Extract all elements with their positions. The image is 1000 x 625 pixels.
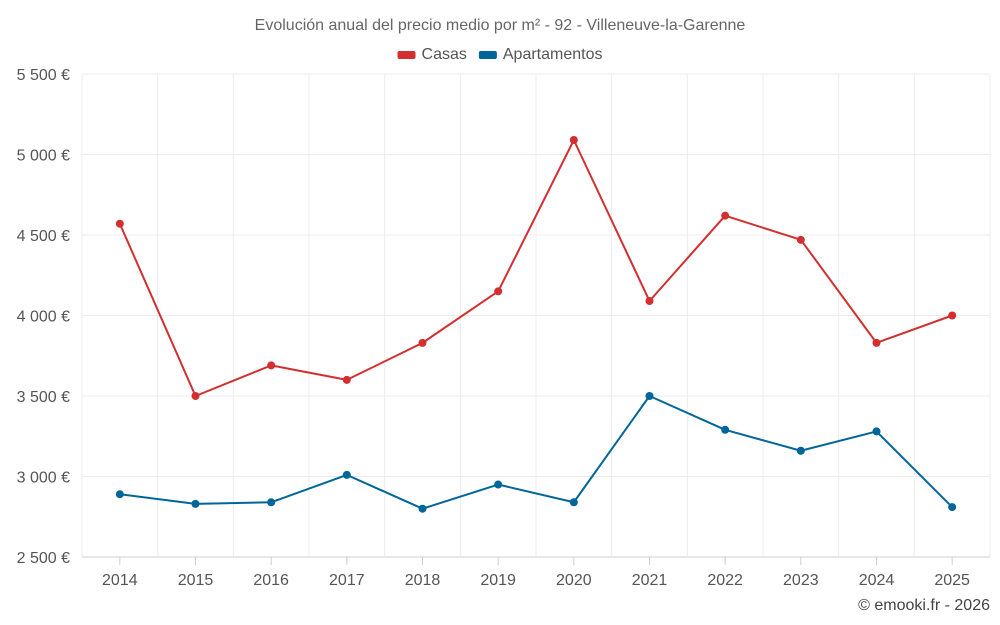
data-point[interactable] bbox=[796, 446, 805, 455]
x-tick-label: 2023 bbox=[783, 572, 819, 589]
x-tick-label: 2022 bbox=[707, 572, 743, 589]
data-point[interactable] bbox=[115, 490, 124, 499]
y-tick-label: 4 500 € bbox=[17, 228, 70, 245]
legend: Casas Apartamentos bbox=[397, 46, 603, 63]
x-tick-label: 2016 bbox=[253, 572, 289, 589]
grid bbox=[81, 73, 991, 558]
data-point[interactable] bbox=[721, 211, 730, 220]
data-point[interactable] bbox=[645, 297, 654, 306]
y-tick-label: 3 000 € bbox=[17, 470, 70, 487]
y-tick-label: 2 500 € bbox=[17, 550, 70, 567]
data-point[interactable] bbox=[267, 361, 276, 370]
x-tick-label: 2021 bbox=[632, 572, 668, 589]
x-tick-label: 2020 bbox=[556, 572, 592, 589]
y-tick-label: 4 000 € bbox=[17, 309, 70, 326]
data-point[interactable] bbox=[494, 480, 503, 489]
legend-item-casas[interactable]: Casas bbox=[397, 46, 467, 63]
data-point[interactable] bbox=[418, 338, 427, 347]
legend-label: Apartamentos bbox=[503, 46, 603, 63]
y-tick-label: 3 500 € bbox=[17, 389, 70, 406]
x-tick-label: 2019 bbox=[480, 572, 516, 589]
data-point[interactable] bbox=[342, 375, 351, 384]
x-tick-label: 2017 bbox=[329, 572, 365, 589]
x-tick-label: 2024 bbox=[859, 572, 895, 589]
y-tick-label: 5 000 € bbox=[17, 148, 70, 165]
data-point[interactable] bbox=[267, 498, 276, 507]
x-tick-label: 2014 bbox=[102, 572, 138, 589]
legend-item-apartamentos[interactable]: Apartamentos bbox=[478, 46, 603, 63]
series-line bbox=[118, 139, 953, 397]
data-point[interactable] bbox=[115, 219, 124, 228]
series-casas bbox=[115, 136, 957, 400]
legend-label: Casas bbox=[422, 46, 467, 63]
legend-swatch bbox=[478, 51, 497, 59]
data-point[interactable] bbox=[569, 498, 578, 507]
data-point[interactable] bbox=[645, 392, 654, 400]
data-point[interactable] bbox=[418, 504, 427, 513]
chart-title: Evolución anual del precio medio por m² … bbox=[255, 17, 746, 34]
data-point[interactable] bbox=[191, 392, 200, 400]
credit-text: © emooki.fr - 2026 bbox=[858, 597, 990, 614]
x-tick-label: 2018 bbox=[405, 572, 441, 589]
y-tick-label: 5 500 € bbox=[17, 67, 70, 84]
series-line bbox=[119, 395, 953, 510]
x-axis: 2014 2015 2016 2017 2018 2019 2020 2021 2022 2023… bbox=[102, 557, 970, 589]
data-point[interactable] bbox=[721, 425, 730, 434]
legend-swatch bbox=[397, 51, 416, 59]
data-point[interactable] bbox=[796, 235, 805, 244]
x-tick-label: 2025 bbox=[934, 572, 970, 589]
data-point[interactable] bbox=[948, 503, 957, 512]
data-point[interactable] bbox=[191, 499, 200, 508]
data-point[interactable] bbox=[872, 427, 881, 436]
data-point[interactable] bbox=[872, 338, 881, 347]
series-apartamentos bbox=[115, 392, 957, 513]
data-point[interactable] bbox=[342, 470, 351, 479]
y-axis: 2 500 € 3 000 € 3 500 € 4 000 € 4 500 € 5 000… bbox=[17, 67, 70, 567]
series-group bbox=[115, 136, 957, 513]
data-point[interactable] bbox=[494, 287, 503, 296]
data-point[interactable] bbox=[569, 136, 578, 145]
x-tick-label: 2015 bbox=[178, 572, 214, 589]
data-point[interactable] bbox=[948, 311, 957, 320]
